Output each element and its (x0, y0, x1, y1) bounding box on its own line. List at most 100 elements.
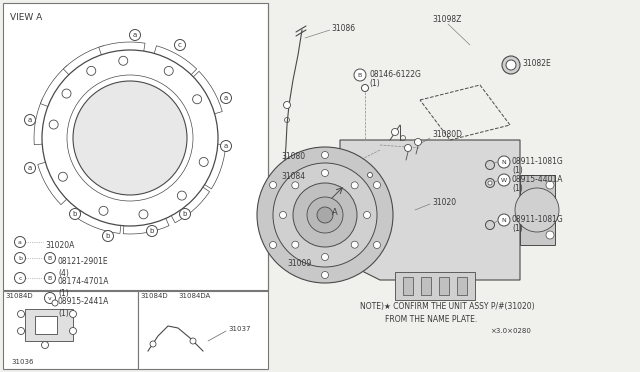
Circle shape (70, 208, 81, 219)
Text: 31020A: 31020A (45, 241, 74, 250)
Circle shape (354, 69, 366, 81)
Circle shape (70, 327, 77, 334)
Text: NOTE)★ CONFIRM THE UNIT ASSY P/#(31020): NOTE)★ CONFIRM THE UNIT ASSY P/#(31020) (360, 302, 534, 311)
Circle shape (374, 182, 380, 189)
Circle shape (129, 29, 141, 41)
Polygon shape (124, 217, 169, 234)
Circle shape (546, 231, 554, 239)
Circle shape (177, 191, 186, 200)
Circle shape (351, 182, 358, 189)
Circle shape (269, 182, 276, 189)
Text: 31084DA: 31084DA (178, 293, 211, 299)
Circle shape (292, 182, 299, 189)
Circle shape (193, 95, 202, 104)
Text: a: a (133, 32, 137, 38)
Text: 31082E: 31082E (522, 58, 551, 67)
Circle shape (102, 231, 113, 241)
Polygon shape (192, 71, 222, 114)
Circle shape (486, 221, 495, 230)
Text: a: a (28, 165, 32, 171)
Circle shape (199, 157, 208, 166)
Text: B: B (358, 73, 362, 77)
Bar (3, 291, 138, 369)
Circle shape (147, 225, 157, 237)
Circle shape (119, 56, 128, 65)
Text: 31080: 31080 (281, 152, 305, 161)
Text: 08146-6122G: 08146-6122G (369, 70, 421, 79)
Text: 31009: 31009 (287, 259, 311, 268)
Polygon shape (76, 209, 121, 234)
Circle shape (45, 292, 56, 304)
Circle shape (17, 311, 24, 317)
Circle shape (139, 210, 148, 219)
Circle shape (486, 179, 495, 187)
Text: (1): (1) (58, 309, 68, 318)
Circle shape (42, 50, 218, 226)
Text: 08174-4701A: 08174-4701A (58, 276, 109, 285)
Text: VIEW A: VIEW A (10, 13, 42, 22)
Polygon shape (63, 46, 106, 76)
Circle shape (374, 241, 380, 248)
Circle shape (62, 89, 71, 98)
Circle shape (87, 66, 96, 76)
Circle shape (415, 138, 422, 145)
Circle shape (221, 141, 232, 151)
Circle shape (24, 163, 35, 173)
Circle shape (321, 272, 328, 279)
Polygon shape (25, 309, 73, 341)
Circle shape (70, 311, 77, 317)
Text: 31084D: 31084D (5, 293, 33, 299)
Text: 08915-4401A: 08915-4401A (512, 175, 563, 184)
Circle shape (515, 188, 559, 232)
Text: 31037: 31037 (228, 326, 250, 332)
Text: c: c (178, 42, 182, 48)
Circle shape (99, 206, 108, 215)
Circle shape (293, 183, 357, 247)
Circle shape (24, 115, 35, 125)
Bar (403, 277, 413, 295)
Circle shape (280, 212, 287, 218)
Text: v: v (48, 295, 52, 301)
Circle shape (52, 300, 58, 306)
Text: (1): (1) (58, 289, 68, 298)
Circle shape (498, 214, 510, 226)
Circle shape (351, 241, 358, 248)
Polygon shape (99, 42, 145, 57)
Circle shape (164, 66, 173, 76)
Circle shape (257, 147, 393, 283)
Text: N: N (502, 218, 506, 222)
Circle shape (15, 253, 26, 263)
Circle shape (498, 174, 510, 186)
Circle shape (292, 241, 299, 248)
Bar (520, 175, 555, 245)
Circle shape (49, 120, 58, 129)
Circle shape (321, 253, 328, 260)
Circle shape (321, 151, 328, 158)
Polygon shape (40, 65, 74, 107)
Circle shape (269, 241, 276, 248)
Text: B: B (48, 256, 52, 260)
Circle shape (175, 39, 186, 51)
Circle shape (45, 253, 56, 263)
Polygon shape (34, 99, 51, 145)
Text: (1): (1) (512, 184, 523, 193)
Bar (138, 291, 268, 369)
Circle shape (150, 341, 156, 347)
Bar (421, 277, 431, 295)
Text: (1): (1) (512, 224, 523, 233)
Circle shape (321, 170, 328, 176)
Polygon shape (38, 162, 68, 205)
Text: a: a (18, 240, 22, 244)
Circle shape (498, 156, 510, 168)
Circle shape (364, 212, 371, 218)
Text: b: b (183, 211, 187, 217)
Text: 08915-2441A: 08915-2441A (58, 296, 109, 305)
Bar (3, 3, 268, 290)
Text: b: b (73, 211, 77, 217)
Circle shape (506, 60, 516, 70)
Text: 31086: 31086 (331, 24, 355, 33)
Circle shape (42, 341, 49, 349)
Text: 08121-2901E: 08121-2901E (58, 257, 109, 266)
Circle shape (15, 237, 26, 247)
Text: 31084: 31084 (281, 172, 305, 181)
